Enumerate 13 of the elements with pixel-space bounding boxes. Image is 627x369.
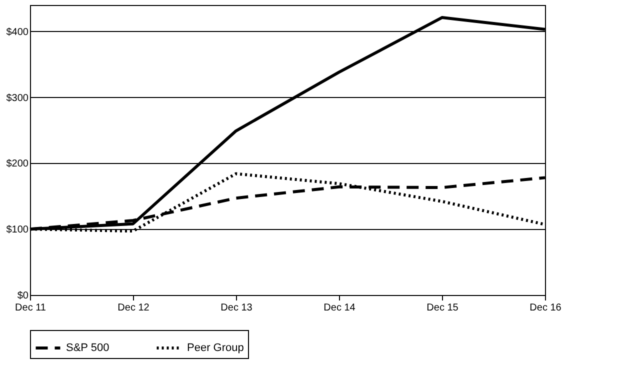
x-tick-label: Dec 14 — [324, 302, 356, 314]
y-tick-label: $300 — [6, 92, 29, 104]
x-tick-label: Dec 11 — [15, 302, 46, 314]
x-tick-label: Dec 16 — [530, 302, 562, 314]
y-tick-label: $100 — [6, 224, 29, 236]
x-tick-label: Dec 12 — [118, 302, 150, 314]
y-tick-label: $200 — [6, 158, 29, 170]
y-tick-label: $400 — [6, 26, 29, 38]
y-tick-label: $0 — [17, 290, 29, 302]
x-tick-label: Dec 13 — [220, 302, 253, 314]
legend-label: S&P 500 — [66, 342, 110, 354]
legend-label: Peer Group — [187, 342, 244, 354]
x-tick-label: Dec 15 — [426, 302, 459, 314]
